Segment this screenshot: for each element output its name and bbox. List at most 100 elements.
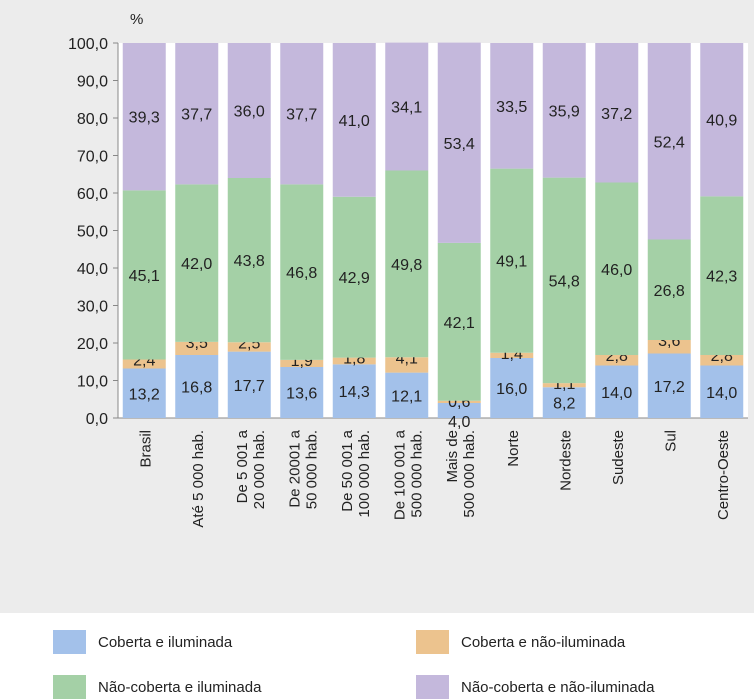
data-label: 8,2 (553, 396, 575, 413)
stacked-bar-chart: % 0,0 10,0 20,0 30,0 40,0 50,0 60,0 70,0 80,0 90,0… (68, 11, 748, 528)
bar-segment (647, 340, 691, 354)
category-label: De 5 001 a (234, 429, 251, 503)
category-label: 500 000 hab. (461, 430, 478, 518)
bar-segment (122, 368, 166, 418)
category-label: De 100 001 a (391, 429, 408, 520)
legend-item-coberta-iluminada: Coberta e iluminada (53, 630, 232, 654)
data-label: 26,8 (654, 283, 685, 300)
data-label: 54,8 (549, 273, 580, 290)
legend: Coberta e iluminada Coberta e não-ilumin… (0, 613, 754, 699)
legend-label-3: Não-coberta e não-iluminada (461, 678, 655, 696)
legend-label-0: Coberta e iluminada (98, 633, 233, 651)
bar-segment (595, 43, 639, 183)
bar-segment (280, 43, 324, 185)
bar-segment (122, 190, 166, 360)
data-label: 16,0 (496, 381, 527, 398)
category-label: Mais de (444, 430, 461, 483)
bar-segment (175, 341, 219, 355)
data-label: 37,7 (181, 107, 212, 124)
bar-segment (437, 403, 481, 418)
data-label: 37,7 (286, 107, 317, 124)
category-label: 50 000 hab. (303, 430, 320, 509)
y-tick-label: 0,0 (86, 411, 108, 428)
y-tick-label: 60,0 (77, 186, 108, 203)
legend-item-nao-coberta-iluminada: Não-coberta e iluminada (53, 675, 261, 699)
bar-segment (175, 355, 219, 418)
bar-segment (227, 43, 271, 178)
category-label: De 20001 a (286, 429, 303, 507)
data-label: 46,8 (286, 265, 317, 282)
category-label: 100 000 hab. (356, 430, 373, 518)
data-label: 12,1 (391, 388, 422, 405)
bar-segment (437, 42, 481, 243)
bar-segment (437, 400, 481, 403)
data-label: 42,1 (444, 315, 475, 332)
bar-segment (385, 170, 429, 358)
data-label: 14,0 (601, 385, 632, 402)
data-label: 53,4 (444, 136, 475, 153)
category-label: Nordeste (557, 430, 574, 491)
plot-background (118, 43, 748, 418)
y-tick-label: 70,0 (77, 149, 108, 166)
bar-segment (490, 358, 534, 418)
bar-segment (227, 342, 271, 352)
bar-segment (122, 43, 166, 191)
bar-segment (700, 365, 744, 418)
bar-segment (595, 182, 639, 355)
data-label: 41,0 (339, 113, 370, 130)
bar-segment (227, 178, 271, 343)
data-label: 33,5 (496, 99, 527, 116)
bar-segment (385, 357, 429, 373)
bar-segment (332, 364, 376, 418)
y-tick-label: 50,0 (77, 224, 108, 241)
bar-segment (175, 43, 219, 185)
data-label: 16,8 (181, 380, 212, 397)
data-label: 52,4 (654, 134, 685, 151)
data-label: 37,2 (601, 106, 632, 123)
data-label: 36,0 (234, 104, 265, 121)
data-label: 43,8 (234, 253, 265, 270)
bar-segment (280, 184, 324, 360)
legend-label-2: Não-coberta e iluminada (98, 678, 262, 696)
bar-segment (332, 43, 376, 197)
legend-swatch-3 (416, 675, 449, 699)
category-label: Brasil (137, 430, 154, 468)
bar-segment (647, 353, 691, 418)
y-tick-label: 20,0 (77, 336, 108, 353)
bar-segment (490, 352, 534, 358)
bar-segment (490, 168, 534, 353)
category-label: Sudeste (610, 430, 627, 485)
legend-item-coberta-nao-iluminada: Coberta e não-iluminada (416, 630, 625, 654)
bar-segment (700, 43, 744, 197)
category-label: Centro-Oeste (715, 430, 732, 520)
bar-segment (490, 43, 534, 169)
bar-segment (542, 387, 586, 418)
category-label: Até 5 000 hab. (190, 430, 207, 528)
bar-segment (332, 196, 376, 358)
data-label: 13,2 (129, 386, 160, 403)
bar-segment (700, 196, 744, 355)
data-label: 14,0 (706, 385, 737, 402)
data-label: 40,9 (706, 113, 737, 130)
data-label: 17,7 (234, 378, 265, 395)
data-label: 42,9 (339, 270, 370, 287)
data-label: 35,9 (549, 103, 580, 120)
data-label: 45,1 (129, 268, 160, 285)
bar-segment (542, 177, 586, 384)
bar-segment (227, 351, 271, 418)
y-axis-unit-label: % (130, 11, 143, 28)
data-label: 42,0 (181, 256, 212, 273)
y-tick-label: 10,0 (77, 374, 108, 391)
category-label: 500 000 hab. (408, 430, 425, 518)
category-label: De 50 001 a (339, 429, 356, 511)
legend-label-1: Coberta e não-iluminada (461, 633, 626, 651)
chart-area: % 0,0 10,0 20,0 30,0 40,0 50,0 60,0 70,0 80,0 90,0… (0, 0, 754, 613)
data-label: 49,8 (391, 257, 422, 274)
data-label: 4,0 (448, 414, 470, 431)
bar-segment (437, 242, 481, 401)
legend-swatch-1 (416, 630, 449, 654)
bar-segment (595, 365, 639, 418)
y-tick-label: 90,0 (77, 74, 108, 91)
data-label: 46,0 (601, 262, 632, 279)
bar-segment (542, 383, 586, 388)
